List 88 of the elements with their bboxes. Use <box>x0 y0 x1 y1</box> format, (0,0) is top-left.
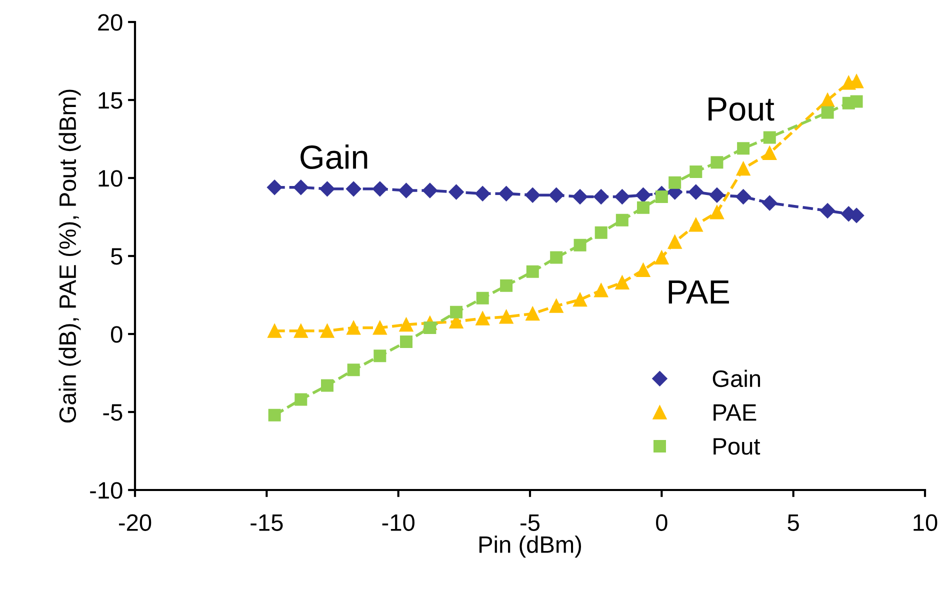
y-tick-label: 15 <box>98 92 122 109</box>
point <box>573 292 587 307</box>
point <box>594 226 608 239</box>
point <box>668 235 682 249</box>
point <box>399 318 414 332</box>
point <box>476 292 489 304</box>
point <box>525 188 540 203</box>
point <box>572 189 588 204</box>
point <box>594 283 608 298</box>
point <box>654 250 669 265</box>
point <box>736 189 751 204</box>
point <box>320 181 335 196</box>
point <box>294 393 308 406</box>
point <box>690 166 702 178</box>
y-tick-label: 20 <box>98 14 122 31</box>
point <box>476 311 490 326</box>
point <box>398 182 414 198</box>
point <box>688 218 703 232</box>
y-tick-label: 5 <box>111 248 122 265</box>
point <box>549 298 564 313</box>
y-tick-label: 10 <box>98 170 122 187</box>
legend-label: Pout <box>714 438 760 455</box>
point <box>498 186 514 202</box>
point <box>320 324 334 338</box>
point <box>710 156 724 169</box>
point <box>668 176 682 189</box>
legend-label: PAE <box>714 404 756 421</box>
point <box>710 205 724 220</box>
x-tick-label: -15 <box>250 514 283 531</box>
point <box>448 184 464 200</box>
annotation: PAE <box>668 280 729 304</box>
point <box>820 203 836 218</box>
point <box>424 322 436 334</box>
point <box>574 238 586 252</box>
point <box>400 336 412 348</box>
point <box>294 324 308 338</box>
point <box>615 276 630 290</box>
point <box>374 350 386 362</box>
point <box>499 310 514 324</box>
point <box>736 162 750 176</box>
point <box>500 279 513 292</box>
point <box>616 214 628 226</box>
x-tick-label: -20 <box>118 514 152 531</box>
point <box>688 184 704 200</box>
x-tick-label: 5 <box>788 514 799 531</box>
annotation: Pout <box>708 98 774 121</box>
point <box>422 182 438 198</box>
x-tick-label: 0 <box>656 514 668 531</box>
point <box>850 95 863 108</box>
x-tick-label: -10 <box>382 514 414 531</box>
point <box>709 188 725 203</box>
point <box>762 146 777 160</box>
point <box>548 188 564 203</box>
x-tick-label: -5 <box>520 514 540 531</box>
point <box>526 306 540 321</box>
point <box>372 320 387 335</box>
annotation: Gain <box>300 144 368 170</box>
y-axis-title: Gain (dB), PAE (%), Pout (dBm) <box>58 90 81 423</box>
y-tick-label: 0 <box>110 326 122 343</box>
y-tick-label: -5 <box>103 404 122 421</box>
point <box>526 265 539 278</box>
point <box>762 195 778 211</box>
point <box>346 181 362 196</box>
legend-label: Gain <box>712 370 760 388</box>
point <box>450 306 463 318</box>
point <box>655 190 668 203</box>
point <box>372 181 388 196</box>
point <box>266 180 282 195</box>
x-tick-label: 10 <box>914 514 938 531</box>
point <box>293 180 308 195</box>
point <box>347 364 360 376</box>
point <box>268 324 282 338</box>
point <box>268 408 281 422</box>
point <box>594 189 609 204</box>
y-tick-label: -10 <box>90 482 122 499</box>
x-axis-title: Pin (dBm) <box>479 536 582 558</box>
point <box>636 201 650 214</box>
point <box>821 106 834 119</box>
point <box>346 320 361 335</box>
point <box>475 186 490 202</box>
point <box>820 93 835 107</box>
point <box>614 189 630 204</box>
point <box>636 263 650 277</box>
point <box>320 379 334 392</box>
point <box>737 142 750 155</box>
point <box>763 131 776 144</box>
point <box>550 251 563 264</box>
point <box>636 188 651 203</box>
